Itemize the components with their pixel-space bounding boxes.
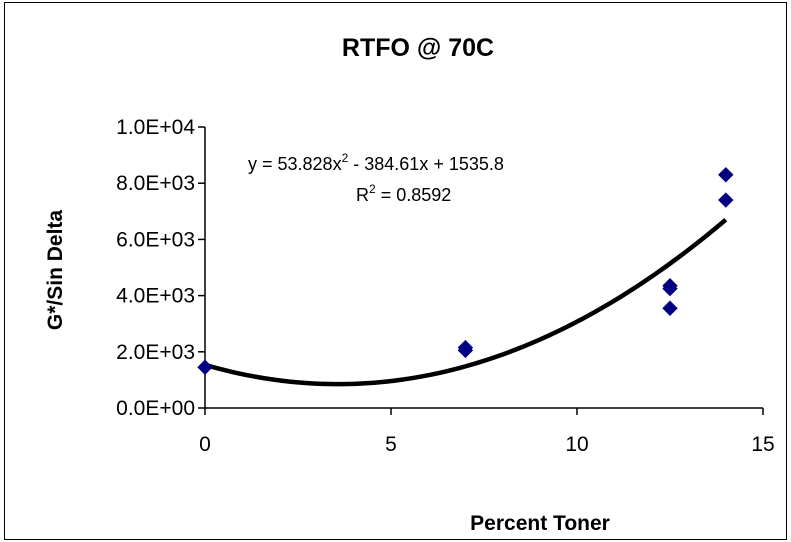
x-axis: 0 5 10 15: [199, 407, 775, 456]
chart-title: RTFO @ 70C: [342, 34, 494, 62]
data-point-diamond: [197, 359, 213, 375]
x-axis-title: Percent Toner: [470, 512, 610, 535]
y-tick-label: 4.0E+03: [116, 285, 195, 308]
data-point-diamond: [718, 192, 734, 208]
x-tick-label: 15: [751, 433, 774, 456]
y-tick-label: 6.0E+03: [116, 228, 195, 251]
data-point-diamond: [718, 167, 734, 183]
data-point-diamond: [662, 300, 678, 316]
data-point-diamond: [457, 339, 474, 356]
data-points: [197, 167, 734, 375]
y-tick-label: 1.0E+04: [116, 116, 195, 139]
y-tick-label: 0.0E+00: [116, 397, 195, 420]
x-tick-label: 0: [199, 433, 211, 456]
x-tick-label: 10: [565, 433, 588, 456]
trendline-equation: y = 53.828x2 - 384.61x + 1535.8: [248, 151, 504, 174]
y-axis-title: G*/Sin Delta: [44, 210, 67, 331]
y-tick-label: 2.0E+03: [116, 341, 195, 364]
data-point-diamond: [662, 278, 678, 294]
trendline-curve: [204, 217, 728, 387]
trendline-r-squared: R2 = 0.8592: [356, 182, 451, 205]
x-tick-label: 5: [385, 433, 397, 456]
y-tick-label: 8.0E+03: [116, 172, 195, 195]
y-axis: 0.0E+00 2.0E+03 4.0E+03 6.0E+03 8.0E+03 1.0E+…: [116, 116, 206, 420]
